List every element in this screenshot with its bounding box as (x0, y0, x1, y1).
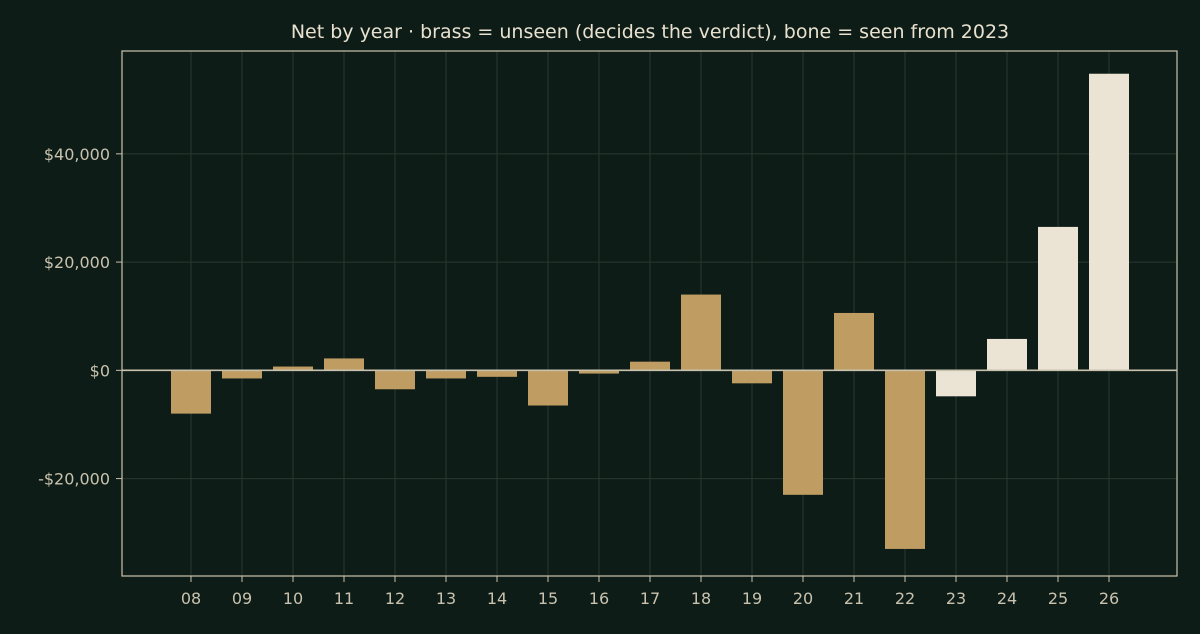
bar-16 (579, 370, 619, 374)
x-tick-label: 13 (436, 589, 456, 608)
bar-09 (222, 370, 262, 379)
x-tick-label: 22 (895, 589, 915, 608)
x-tick-label: 08 (181, 589, 201, 608)
bar-21 (834, 312, 874, 371)
x-tick-label: 19 (742, 589, 762, 608)
bar-08 (171, 370, 211, 414)
y-tick-label: -$20,000 (38, 470, 110, 489)
chart-title: Net by year · brass = unseen (decides th… (291, 21, 1009, 43)
x-tick-label: 14 (487, 589, 507, 608)
axes: -$20,000 $0 $20,000 $40,000 08 09 10 11 12 13 14 15… (38, 50, 1178, 608)
y-tick-label: $0 (90, 361, 110, 380)
x-tick-label: 18 (691, 589, 711, 608)
x-tick-label: 21 (844, 589, 864, 608)
x-tick-label: 09 (232, 589, 252, 608)
x-tick-label: 25 (1048, 589, 1068, 608)
bar-25 (1038, 226, 1078, 371)
x-tick-label: 26 (1099, 589, 1119, 608)
x-tick-label: 12 (385, 589, 405, 608)
bars (171, 73, 1129, 549)
bar-19 (732, 370, 772, 384)
bar-26 (1089, 73, 1129, 371)
bar-12 (375, 370, 415, 390)
x-tick-label: 24 (997, 589, 1017, 608)
x-tick-label: 10 (283, 589, 303, 608)
x-tick-label: 23 (946, 589, 966, 608)
x-tick-label: 17 (640, 589, 660, 608)
bar-11 (324, 358, 364, 371)
x-tick-label: 15 (538, 589, 558, 608)
bar-10 (273, 366, 313, 371)
bar-13 (426, 370, 466, 379)
y-tick-label: $40,000 (44, 145, 110, 164)
y-tick-label: $20,000 (44, 253, 110, 272)
grid (122, 51, 1177, 576)
bar-24 (987, 338, 1027, 371)
x-tick-label: 11 (334, 589, 354, 608)
plot-frame (121, 50, 1178, 577)
bar-22 (885, 370, 925, 549)
bar-15 (528, 370, 568, 406)
bar-20 (783, 370, 823, 495)
bar-14 (477, 370, 517, 377)
bar-18 (681, 294, 721, 371)
x-tick-label: 20 (793, 589, 813, 608)
bar-23 (936, 370, 976, 397)
x-tick-label: 16 (589, 589, 609, 608)
bar-17 (630, 361, 670, 371)
